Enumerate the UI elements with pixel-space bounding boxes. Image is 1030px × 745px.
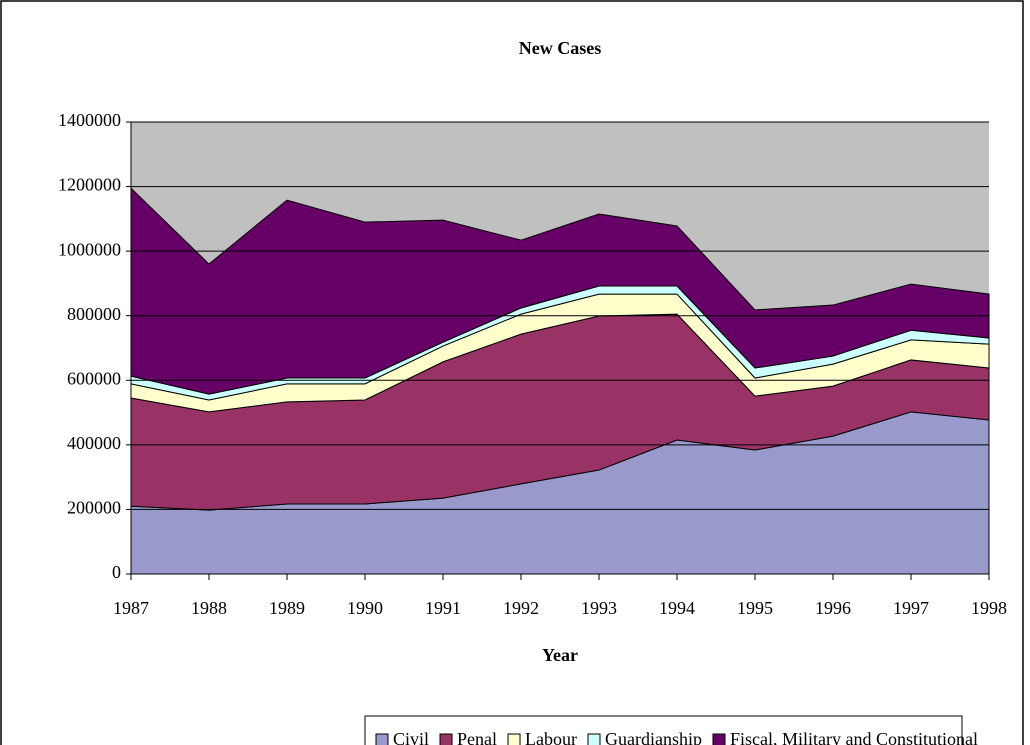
legend [364, 715, 963, 745]
legend-swatch [507, 733, 521, 745]
chart-title: New Cases [519, 38, 602, 58]
y-tick-label: 200000 [67, 498, 121, 518]
legend-swatch [587, 733, 601, 745]
x-tick-label: 1997 [893, 598, 929, 618]
x-tick-label: 1987 [113, 598, 149, 618]
x-tick-label: 1992 [503, 598, 539, 618]
legend-label: Civil [393, 729, 429, 745]
y-tick-label: 0 [112, 562, 121, 582]
x-tick-label: 1994 [659, 598, 695, 618]
legend-label: Labour [525, 729, 577, 745]
y-tick-label: 1000000 [58, 239, 121, 259]
legend-swatch [439, 733, 453, 745]
x-tick-label: 1989 [269, 598, 305, 618]
x-tick-label: 1988 [191, 598, 227, 618]
x-tick-label: 1990 [347, 598, 383, 618]
y-tick-label: 1400000 [58, 110, 121, 130]
x-tick-label: 1995 [737, 598, 773, 618]
x-axis-label: Year [542, 645, 578, 665]
y-tick-label: 600000 [67, 368, 121, 388]
legend-swatch [375, 733, 389, 745]
y-tick-label: 1200000 [58, 175, 121, 195]
x-tick-label: 1993 [581, 598, 617, 618]
legend-swatch [712, 733, 726, 745]
y-tick-label: 800000 [67, 304, 121, 324]
legend-label: Guardianship [605, 729, 702, 745]
x-tick-label: 1991 [425, 598, 461, 618]
x-tick-label: 1998 [971, 598, 1007, 618]
legend-label: Fiscal, Military and Constitutional [730, 729, 978, 745]
y-tick-label: 400000 [67, 433, 121, 453]
x-tick-label: 1996 [815, 598, 851, 618]
legend-label: Penal [457, 729, 497, 745]
area [130, 187, 990, 395]
